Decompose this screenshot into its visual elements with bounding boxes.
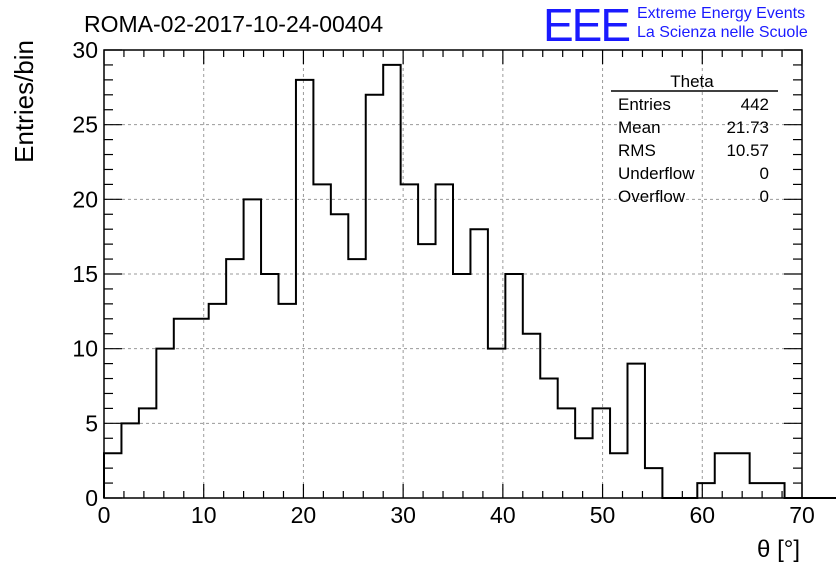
histogram-bin [697, 483, 714, 498]
histogram-bin [750, 483, 767, 498]
stats-row-value: 442 [741, 95, 769, 114]
y-tick-label: 30 [72, 37, 98, 63]
histogram-series [103, 63, 836, 499]
x-axis-label: θ [°] [757, 536, 800, 563]
histogram-bin [366, 95, 383, 498]
x-tick-label: 30 [390, 502, 416, 528]
y-axis-label: Entries/bin [9, 40, 39, 163]
histogram-bin [593, 408, 610, 498]
eee-logo-icon: EEE [543, 0, 631, 51]
x-tick-label: 70 [789, 502, 815, 528]
x-tick-label: 60 [689, 502, 715, 528]
x-tick-label: 20 [291, 502, 317, 528]
histogram-bin [540, 379, 557, 498]
y-tick-label: 5 [85, 410, 98, 436]
y-tick-label: 20 [72, 186, 98, 212]
logo-line-1: Extreme Energy Events [637, 5, 806, 22]
histogram-bin [174, 319, 191, 498]
stats-row-value: 0 [760, 164, 769, 183]
histogram-bin [139, 408, 156, 498]
stats-row-label: Overflow [618, 187, 686, 206]
x-tick-label: 10 [191, 502, 217, 528]
histogram-bin [348, 259, 365, 498]
stats-box-title: Theta [670, 72, 714, 91]
y-tick-label: 25 [72, 112, 98, 138]
chart-title: ROMA-02-2017-10-24-00404 [84, 11, 383, 37]
stats-row-label: Entries [618, 95, 671, 114]
stats-row-value: 21.73 [726, 118, 769, 137]
histogram-bin [470, 229, 487, 498]
histogram-bin [261, 274, 278, 498]
histogram-bin [610, 453, 627, 498]
logo-line-2: La Scienza nelle Scuole [637, 24, 808, 41]
histogram-bin [645, 468, 662, 498]
histogram-bin [558, 408, 575, 498]
y-tick-label: 0 [85, 485, 98, 511]
tick-labels: 0 10 20 30 40 50 60 70 0 5 10 15 20 25 30 [72, 37, 814, 528]
histogram-bin [244, 199, 261, 498]
x-tick-label: 40 [490, 502, 516, 528]
histogram-bin [505, 274, 522, 498]
stats-row-label: RMS [618, 141, 656, 160]
stats-row-value: 10.57 [726, 141, 769, 160]
histogram-bin [732, 453, 749, 498]
stats-box: Theta Entries 442 Mean 21.73 RMS 10.57 Underfl… [611, 72, 778, 206]
histogram-bin [191, 319, 208, 498]
stats-row-label: Underflow [618, 164, 695, 183]
stats-row-value: 0 [760, 187, 769, 206]
x-tick-label: 0 [98, 502, 111, 528]
histogram-bin [418, 244, 435, 498]
histogram-bin [436, 184, 453, 498]
histogram-bin [104, 453, 121, 498]
histogram-bin [628, 364, 645, 498]
y-tick-label: 10 [72, 336, 98, 362]
histogram-bin [226, 259, 243, 498]
histogram-bin [313, 184, 330, 498]
histogram-bin [523, 334, 540, 498]
histogram-bin [383, 65, 400, 498]
stats-row-label: Mean [618, 118, 661, 137]
histogram-bin [209, 304, 226, 498]
histogram-step-line [103, 63, 836, 499]
histogram-bin [121, 423, 138, 498]
histogram-bin [296, 80, 313, 498]
histogram-bin [331, 214, 348, 498]
histogram-bin [575, 438, 592, 498]
axis-ticks [103, 49, 803, 499]
histogram-bin [453, 274, 470, 498]
histogram-bin [279, 304, 296, 498]
y-tick-label: 15 [72, 261, 98, 287]
x-tick-label: 50 [590, 502, 616, 528]
histogram-bin [715, 453, 732, 498]
